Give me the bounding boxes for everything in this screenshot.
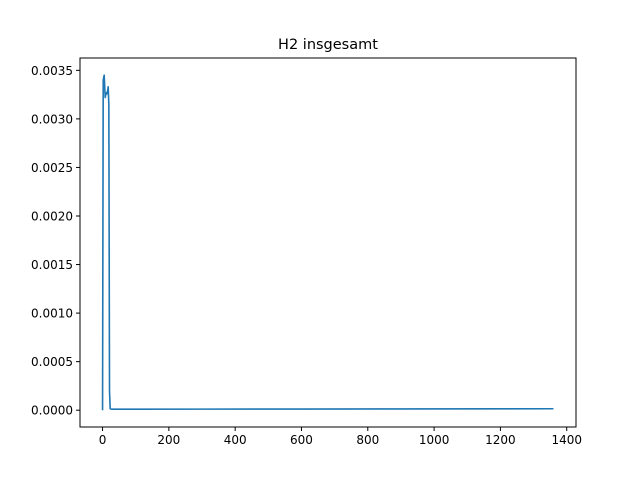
x-tick-label: 200	[157, 433, 180, 447]
y-tick-label: 0.0020	[31, 209, 73, 223]
chart-title: H2 insgesamt	[278, 37, 378, 53]
y-tick-label: 0.0035	[31, 64, 73, 78]
x-tick-label: 0	[99, 433, 107, 447]
x-tick-label: 1200	[485, 433, 516, 447]
y-tick-label: 0.0025	[31, 161, 73, 175]
x-tick-label: 400	[224, 433, 247, 447]
x-tick-label: 800	[356, 433, 379, 447]
x-tick-label: 600	[290, 433, 313, 447]
y-tick-label: 0.0010	[31, 307, 73, 321]
axis-layer: 0 200 400 600 800 1000 1200 1400 0.0000 0.0005 0.0…	[31, 64, 582, 447]
y-tick-label: 0.0005	[31, 355, 73, 369]
x-tick-label: 1000	[419, 433, 450, 447]
y-tick-label: 0.0030	[31, 112, 73, 126]
plot-layer	[101, 74, 554, 411]
plot-frame	[79, 57, 577, 428]
y-tick-label: 0.0015	[31, 258, 73, 272]
series-line-0	[101, 74, 554, 411]
y-tick-label: 0.0000	[31, 404, 73, 418]
x-tick-label: 1400	[551, 433, 582, 447]
